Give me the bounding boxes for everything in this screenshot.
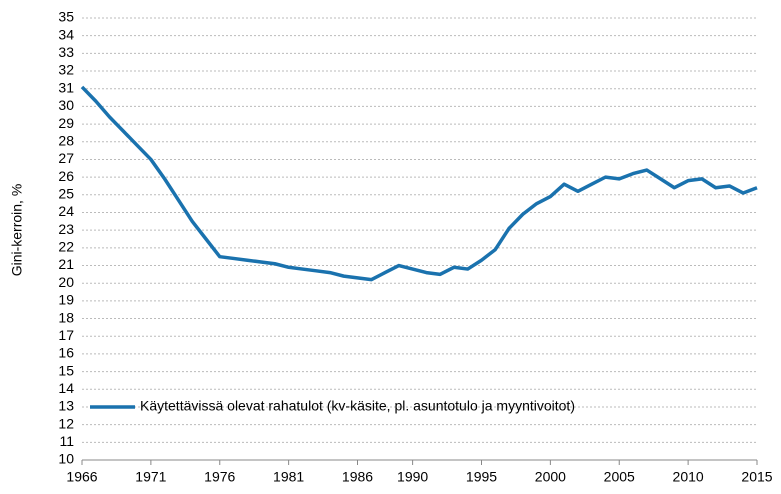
y-tick-label: 25 [58,186,74,202]
y-tick-label: 28 [58,132,74,148]
y-axis-label: Gini-kerroin, % [9,184,25,277]
y-tick-label: 18 [58,309,74,325]
y-tick-label: 35 [58,9,74,25]
y-tick-label: 24 [58,203,74,219]
y-tick-label: 13 [58,398,74,414]
x-tick-label: 1971 [135,469,166,485]
x-tick-label: 1990 [397,469,428,485]
y-tick-label: 10 [58,451,74,467]
x-tick-label: 1966 [66,469,97,485]
y-tick-label: 33 [58,44,74,60]
y-tick-label: 15 [58,362,74,378]
y-tick-label: 20 [58,274,74,290]
y-tick-label: 23 [58,221,74,237]
y-tick-label: 31 [58,79,74,95]
x-tick-label: 1986 [342,469,373,485]
y-tick-label: 19 [58,292,74,308]
x-tick-label: 2005 [604,469,635,485]
y-tick-label: 12 [58,415,74,431]
x-tick-label: 1981 [273,469,304,485]
x-tick-label: 2010 [673,469,704,485]
y-tick-label: 26 [58,168,74,184]
y-tick-label: 29 [58,115,74,131]
y-tick-label: 11 [59,433,74,449]
y-tick-label: 30 [58,97,74,113]
x-tick-label: 1976 [204,469,235,485]
y-tick-label: 16 [58,345,74,361]
line-series [80,85,758,282]
y-tick-label: 14 [58,380,74,396]
y-tick-label: 27 [58,150,74,166]
x-tick-label: 1995 [466,469,497,485]
x-tick-label: 2000 [535,469,566,485]
y-tick-label: 32 [58,62,74,78]
y-tick-label: 21 [58,256,74,272]
y-tick-label: 34 [58,26,74,42]
x-tick-label: 2015 [741,469,772,485]
legend-label: Käytettävissä olevat rahatulot (kv-käsit… [140,398,575,414]
y-tick-label: 22 [58,239,74,255]
y-tick-label: 17 [58,327,74,343]
